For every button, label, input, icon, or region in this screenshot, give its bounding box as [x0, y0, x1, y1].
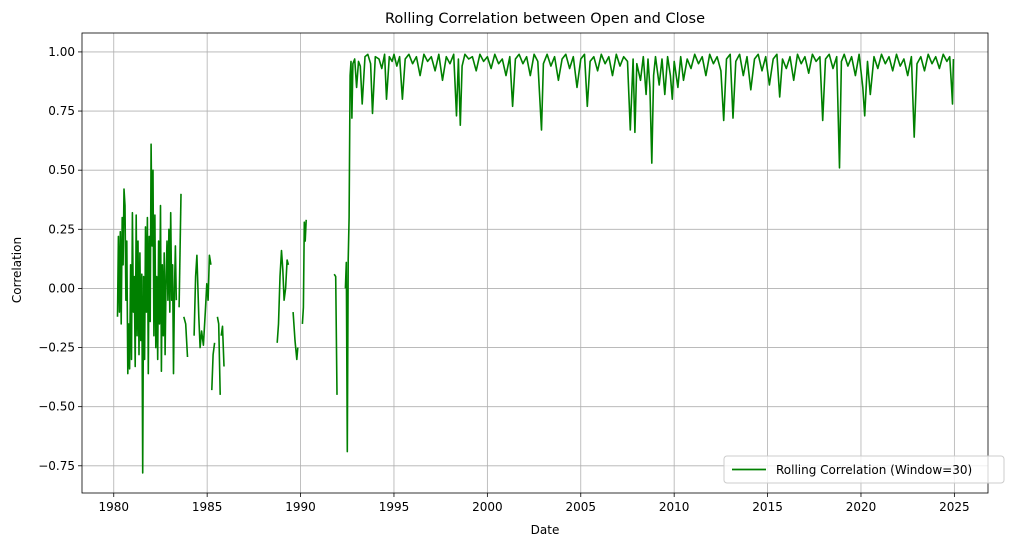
x-tick-label: 1980: [98, 500, 129, 514]
y-axis-label: Correlation: [10, 237, 24, 303]
x-axis: 1980 1985 1990 1995 2000 2005 2010 2015 2020 2025: [98, 493, 970, 514]
x-tick-label: 2000: [472, 500, 503, 514]
x-tick-label: 2025: [939, 500, 970, 514]
series-line: [276, 249, 290, 343]
x-tick-label: 1995: [379, 500, 410, 514]
grid: [82, 33, 988, 493]
chart-title: Rolling Correlation between Open and Clo…: [385, 11, 705, 27]
series-line: [216, 316, 221, 395]
y-tick-label: −0.50: [38, 400, 75, 414]
x-tick-label: 2010: [659, 500, 690, 514]
y-axis: −0.75 −0.50 −0.25 0.00 0.25 0.50 0.75 1.00: [38, 45, 82, 473]
series-line: [220, 325, 225, 367]
series-line: [116, 143, 178, 474]
y-tick-label: −0.25: [38, 341, 75, 355]
y-tick-label: 0.75: [48, 104, 75, 118]
plot-area: [116, 53, 955, 474]
x-tick-label: 2020: [846, 500, 877, 514]
series-line: [292, 312, 299, 361]
y-tick-label: −0.75: [38, 459, 75, 473]
x-axis-label: Date: [531, 523, 560, 537]
series-line: [333, 273, 338, 395]
y-tick-label: 0.50: [48, 163, 75, 177]
y-tick-label: 0.25: [48, 222, 75, 236]
series-line: [193, 254, 212, 349]
plot-frame: [81, 32, 989, 494]
y-tick-label: 1.00: [48, 45, 75, 59]
series-line: [301, 219, 307, 324]
y-tick-label: 0.00: [48, 281, 75, 295]
series-line: [211, 342, 216, 391]
x-tick-label: 2015: [752, 500, 783, 514]
x-tick-label: 2005: [565, 500, 596, 514]
legend-label: Rolling Correlation (Window=30): [776, 463, 972, 477]
legend: Rolling Correlation (Window=30): [723, 455, 1005, 484]
legend-box: [723, 455, 1005, 484]
series-line: [183, 316, 189, 358]
series-line: [344, 53, 955, 453]
x-tick-label: 1990: [285, 500, 316, 514]
series-line: [178, 193, 182, 308]
x-tick-label: 1985: [192, 500, 223, 514]
